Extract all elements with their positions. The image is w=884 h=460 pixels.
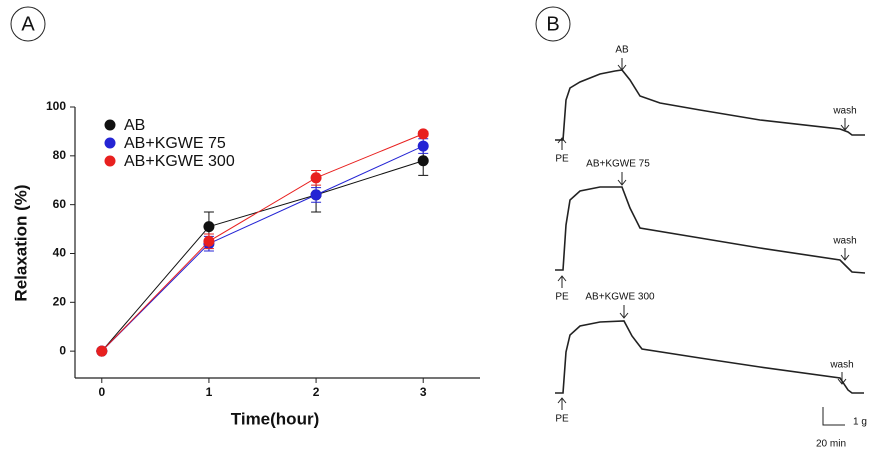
trace-end: wash bbox=[832, 106, 856, 117]
x-tick-label: 3 bbox=[420, 385, 427, 399]
y-tick-label: 100 bbox=[46, 99, 66, 113]
arrow bbox=[557, 305, 847, 410]
y-axis-label: Relaxation (%) bbox=[11, 184, 30, 301]
y-tick-label: 80 bbox=[53, 148, 67, 162]
legend-label: AB+KGWE 75 bbox=[124, 135, 226, 152]
legend-marker bbox=[104, 119, 116, 131]
y-tick-label: 60 bbox=[53, 197, 67, 211]
panel-badge bbox=[535, 6, 571, 42]
trace-start: PE bbox=[555, 414, 569, 425]
trace-start: PE bbox=[555, 154, 569, 165]
panel-badge bbox=[10, 6, 46, 42]
y-tick-label: 0 bbox=[59, 343, 66, 357]
legend-marker bbox=[104, 155, 116, 167]
data-point bbox=[203, 221, 215, 233]
legend-label: AB bbox=[124, 117, 145, 134]
data-point bbox=[417, 140, 429, 152]
x-axis-label: Time(hour) bbox=[231, 409, 319, 428]
trace-panel: PE AB wash PE AB+KGWE 75 wash PE AB+KGWE… bbox=[555, 45, 867, 450]
data-point bbox=[417, 128, 429, 140]
trace-label: AB+KGWE 75 bbox=[586, 159, 650, 170]
data-point bbox=[96, 345, 108, 357]
trace bbox=[555, 186, 866, 274]
data-point bbox=[203, 235, 215, 247]
y-tick-label: 20 bbox=[53, 294, 67, 308]
scale-y-label: 1 g bbox=[853, 417, 867, 428]
data-point bbox=[310, 172, 322, 184]
series-line bbox=[101, 160, 424, 352]
arrow bbox=[557, 58, 850, 150]
x-tick-label: 1 bbox=[206, 385, 213, 399]
series-line bbox=[101, 133, 424, 352]
trace bbox=[555, 69, 865, 141]
panel-label: B bbox=[546, 13, 559, 35]
trace-label: AB+KGWE 300 bbox=[585, 292, 655, 303]
series-line bbox=[101, 145, 424, 352]
trace-end: wash bbox=[829, 360, 853, 371]
data-point bbox=[417, 155, 429, 167]
arrow bbox=[557, 172, 850, 288]
data-point bbox=[310, 189, 322, 201]
x-tick-label: 2 bbox=[313, 385, 320, 399]
trace-end: wash bbox=[832, 236, 856, 247]
trace-start: PE bbox=[555, 292, 569, 303]
x-tick-label: 0 bbox=[98, 385, 105, 399]
y-tick-label: 40 bbox=[53, 246, 67, 260]
trace bbox=[555, 320, 864, 394]
trace-label: AB bbox=[615, 45, 629, 56]
scale-bar bbox=[822, 407, 845, 426]
panel-label: A bbox=[21, 13, 35, 35]
legend-label: AB+KGWE 300 bbox=[124, 153, 235, 170]
legend-marker bbox=[104, 137, 116, 149]
scale-x-label: 20 min bbox=[816, 439, 846, 450]
